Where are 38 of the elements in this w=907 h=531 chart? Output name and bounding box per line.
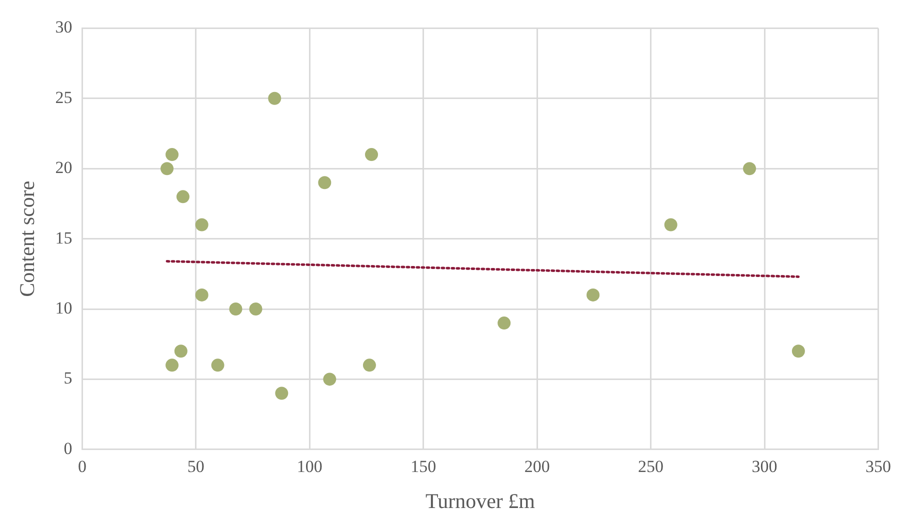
y-tick-label: 10 (55, 298, 72, 318)
y-tick-label: 20 (55, 158, 72, 178)
point (176, 190, 190, 204)
y-tick-label: 15 (55, 228, 72, 248)
x-tick-label: 100 (296, 457, 322, 476)
point (166, 148, 179, 162)
point (160, 162, 174, 176)
point (229, 302, 242, 316)
point (743, 162, 756, 176)
point (362, 358, 376, 372)
x-tick-label: 300 (752, 457, 778, 476)
point (195, 218, 208, 232)
y-axis-title: Content score (15, 180, 40, 297)
point (365, 148, 378, 162)
point (318, 176, 332, 190)
point (211, 358, 224, 372)
y-tick-label: 0 (64, 438, 72, 458)
y-tick-label: 5 (64, 368, 72, 388)
point (664, 218, 678, 232)
point (166, 358, 179, 372)
x-tick-label: 0 (78, 457, 86, 476)
y-tick-label: 30 (55, 18, 72, 37)
y-tick-label: 25 (55, 88, 72, 107)
point (792, 344, 805, 358)
point (249, 302, 262, 316)
x-tick-label: 350 (866, 457, 891, 476)
point (323, 372, 336, 386)
point (275, 386, 288, 400)
x-tick-label: 250 (638, 457, 664, 476)
x-tick-label: 200 (524, 457, 550, 476)
x-tick-label: 50 (187, 457, 204, 476)
x-axis-title: Turnover £m (425, 488, 535, 513)
point (174, 344, 188, 358)
x-tick-label: 150 (410, 457, 436, 476)
point (498, 316, 511, 330)
point (195, 288, 208, 302)
point (586, 288, 600, 302)
point (268, 92, 282, 105)
